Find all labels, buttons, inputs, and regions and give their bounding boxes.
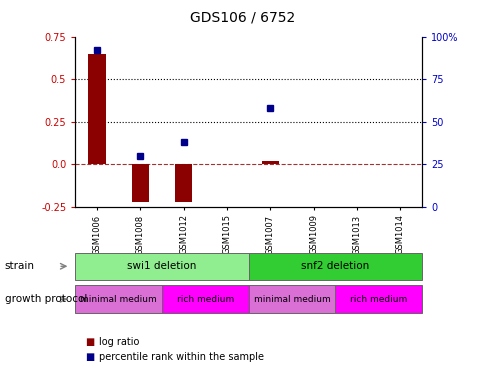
Bar (131, 164, 149, 202)
Text: growth protocol: growth protocol (5, 294, 87, 304)
Text: strain: strain (5, 261, 35, 271)
Bar (88, 53, 106, 164)
Text: ■: ■ (85, 337, 94, 347)
Text: snf2 deletion: snf2 deletion (301, 261, 369, 271)
Text: rich medium: rich medium (176, 295, 233, 304)
Bar (175, 164, 192, 202)
Text: minimal medium: minimal medium (80, 295, 156, 304)
Text: GDS106 / 6752: GDS106 / 6752 (189, 11, 295, 25)
Text: ■: ■ (85, 352, 94, 362)
Text: percentile rank within the sample: percentile rank within the sample (99, 352, 264, 362)
Text: minimal medium: minimal medium (253, 295, 330, 304)
Text: log ratio: log ratio (99, 337, 139, 347)
Text: rich medium: rich medium (349, 295, 407, 304)
Bar (261, 161, 278, 164)
Text: swi1 deletion: swi1 deletion (127, 261, 196, 271)
